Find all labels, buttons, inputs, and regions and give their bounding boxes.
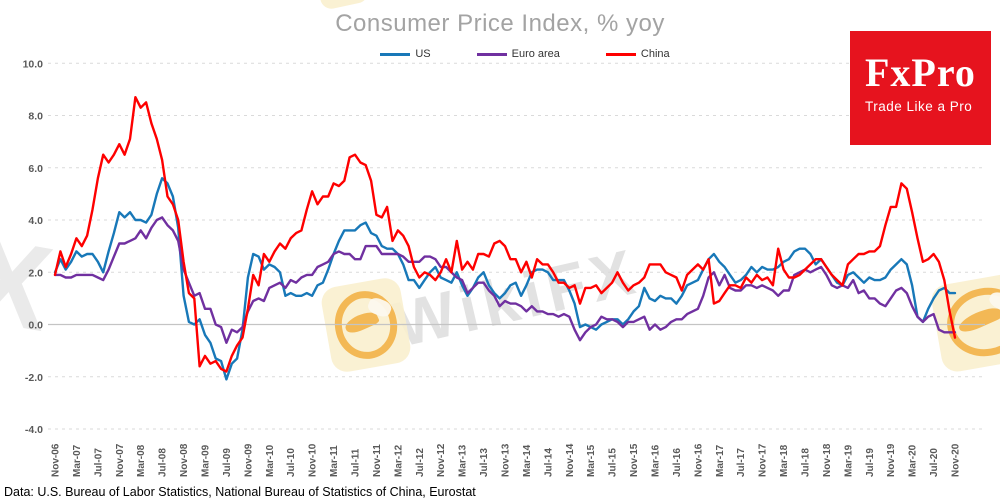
x-tick-label: Mar-14 [522, 444, 533, 477]
y-tick-label: 8.0 [28, 111, 43, 123]
fxpro-wordmark: FxPro [865, 50, 976, 95]
x-tick-label: Nov-10 [308, 443, 319, 477]
fxpro-logo: FxPro Trade Like a Pro [850, 31, 991, 145]
legend-label-us: US [415, 48, 431, 60]
legend-item-us: US [380, 48, 431, 60]
legend-swatch-china [605, 52, 636, 56]
source-note: Data: U.S. Bureau of Labor Statistics, N… [4, 485, 476, 499]
x-tick-label: Jul-20 [929, 448, 940, 477]
x-tick-label: Nov-15 [629, 443, 640, 477]
x-tick-label: Nov-08 [179, 443, 190, 477]
fxpro-tagline: Trade Like a Pro [865, 99, 973, 114]
x-tick-label: Jul-19 [865, 448, 876, 477]
x-tick-label: Jul-10 [286, 448, 297, 477]
x-tick-label: Nov-14 [565, 443, 576, 477]
legend-swatch-us [380, 52, 411, 56]
x-tick-label: Nov-16 [693, 443, 704, 477]
x-tick-label: Mar-09 [201, 444, 212, 477]
y-tick-label: 10.0 [23, 58, 44, 70]
x-tick-label: Jul-11 [351, 448, 362, 477]
x-tick-label: Jul-14 [543, 448, 554, 477]
x-tick-label: Mar-20 [908, 444, 919, 477]
x-tick-label: Mar-18 [779, 444, 790, 477]
y-tick-label: -4.0 [25, 424, 43, 436]
x-tick-label: Nov-13 [501, 443, 512, 477]
x-tick-label: Jul-08 [158, 448, 169, 477]
legend-item-china: China [605, 48, 670, 60]
x-tick-label: Mar-15 [586, 444, 597, 477]
y-tick-label: -2.0 [25, 372, 43, 384]
x-tick-label: Jul-07 [93, 448, 104, 477]
x-tick-label: Jul-18 [801, 448, 812, 477]
x-tick-label: Jul-16 [672, 448, 683, 477]
x-tick-label: Nov-07 [115, 443, 126, 477]
x-tick-label: Nov-12 [436, 443, 447, 477]
x-tick-label: Mar-07 [72, 444, 83, 477]
series-line-us [53, 176, 957, 381]
y-tick-label: 6.0 [28, 163, 43, 175]
x-tick-label: Nov-17 [758, 443, 769, 477]
x-tick-label: Nov-11 [372, 444, 383, 477]
x-tick-label: Nov-09 [243, 443, 254, 477]
legend-label-china: China [640, 48, 670, 60]
x-tick-label: Mar-08 [136, 444, 147, 477]
series-line-china [53, 95, 957, 373]
x-tick-label: Nov-18 [822, 443, 833, 477]
chart-legend: US Euro area China [50, 48, 1000, 60]
x-tick-label: Jul-17 [736, 448, 747, 477]
x-tick-label: Mar-17 [715, 444, 726, 477]
y-tick-label: 2.0 [28, 267, 43, 279]
legend-item-euro-area: Euro area [476, 48, 560, 60]
x-tick-label: Mar-13 [458, 444, 469, 477]
x-tick-label: Jul-15 [608, 448, 619, 477]
y-tick-label: 4.0 [28, 215, 43, 227]
x-tick-label: Jul-12 [415, 448, 426, 477]
x-tick-label: Mar-11 [329, 445, 340, 477]
y-tick-label: 0.0 [28, 320, 43, 332]
x-tick-label: Mar-12 [393, 444, 404, 477]
legend-label-euro-area: Euro area [511, 48, 560, 60]
x-tick-label: Jul-09 [222, 448, 233, 477]
x-tick-label: Nov-20 [951, 443, 962, 477]
x-tick-label: Mar-16 [651, 444, 662, 477]
legend-swatch-euro-area [476, 52, 507, 56]
x-tick-label: Mar-19 [843, 444, 854, 477]
x-tick-label: Nov-19 [886, 443, 897, 477]
x-tick-label: Jul-13 [479, 448, 490, 477]
x-tick-label: Mar-10 [265, 444, 276, 477]
x-tick-label: Nov-06 [51, 443, 62, 477]
chart-title: Consumer Price Index, % yoy [335, 10, 665, 37]
